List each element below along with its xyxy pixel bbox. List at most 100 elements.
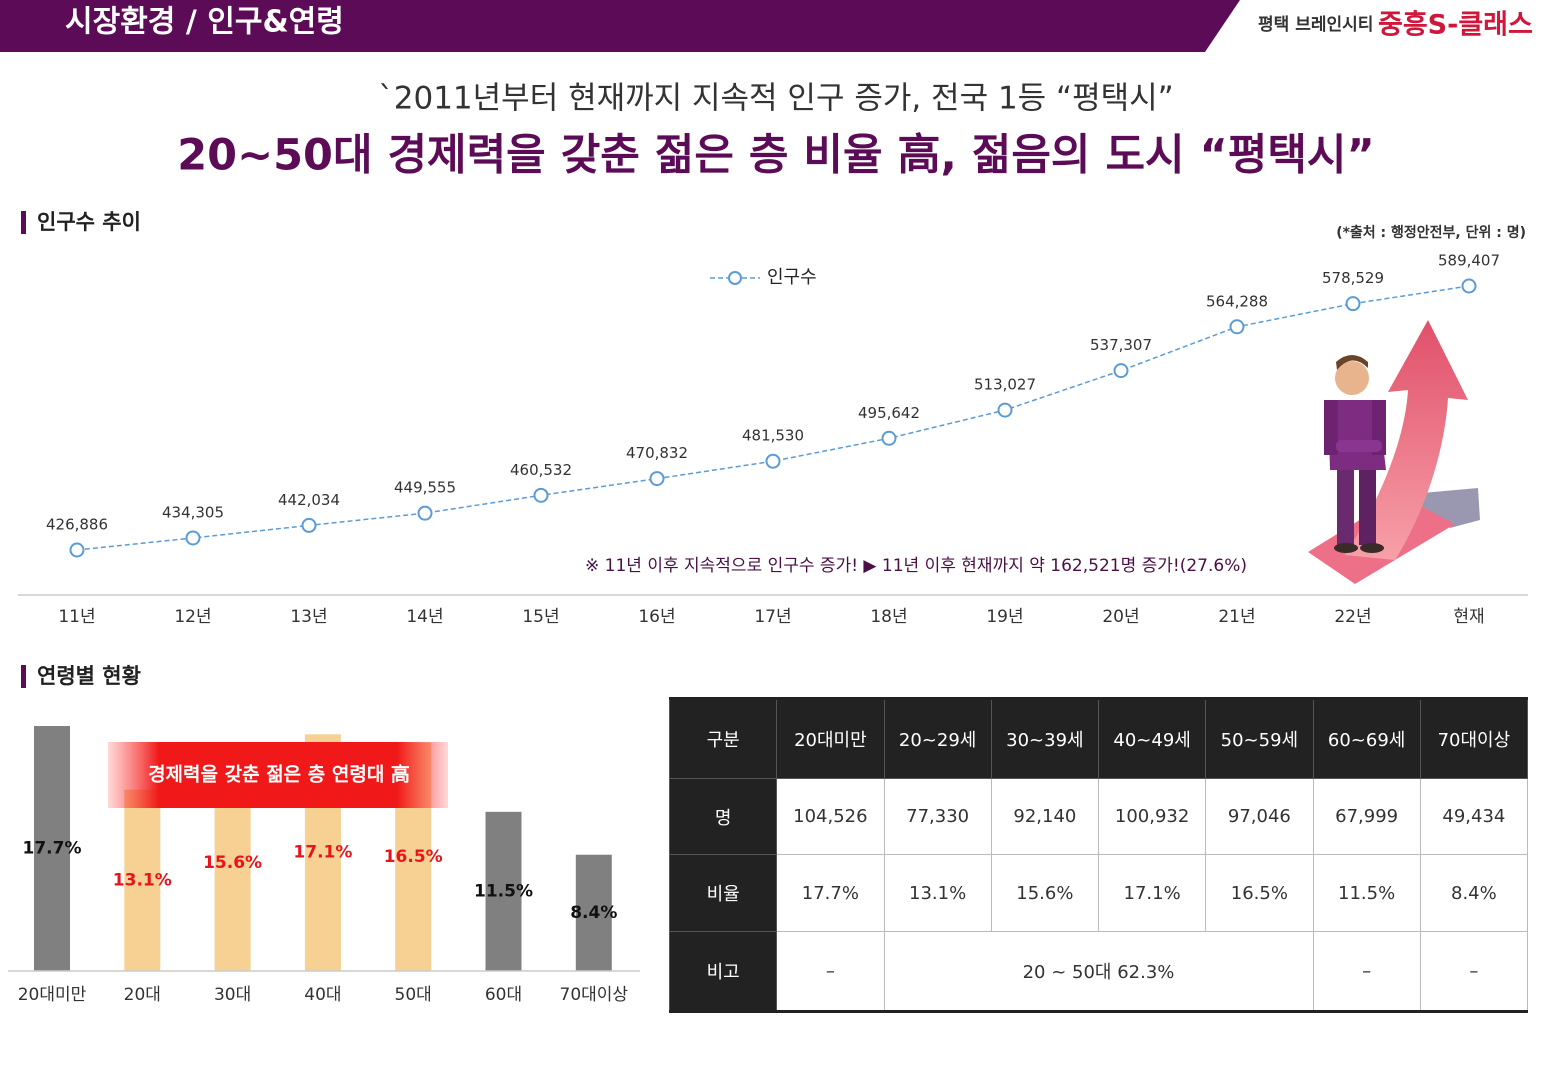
x-tick-label: 60대 <box>485 985 522 1005</box>
header-bar <box>0 0 1240 52</box>
x-tick-label: 17년 <box>754 607 791 627</box>
section-marker <box>21 211 26 234</box>
cell: 11.5% <box>1312 854 1421 933</box>
table-header: 70대이상 <box>1419 698 1529 779</box>
data-label: 8.4% <box>570 903 617 923</box>
row-header: 비율 <box>668 854 778 933</box>
data-point <box>649 471 665 487</box>
cell: 104,526 <box>776 777 885 856</box>
bar <box>485 811 522 971</box>
data-label: 16.5% <box>384 847 443 867</box>
bar <box>575 854 612 971</box>
source-note: (*출처 : 행정안전부, 단위 : 명) <box>1336 224 1526 241</box>
cell: 77,330 <box>883 777 992 856</box>
table-header: 40~49세 <box>1097 698 1207 779</box>
row-header: 비고 <box>668 931 778 1012</box>
data-point <box>69 542 85 558</box>
data-label: 13.1% <box>113 870 172 890</box>
data-point <box>301 517 317 533</box>
age-table: 구분 20대미만 20~29세 30~39세 40~49세 50~59세 60~69세 70대… <box>668 697 1529 1013</box>
data-point <box>185 530 201 546</box>
data-point <box>881 430 897 446</box>
data-point <box>1461 278 1477 294</box>
row-header: 명 <box>668 777 778 856</box>
x-tick-label: 21년 <box>1218 607 1255 627</box>
chart-title: 인구수 추이 <box>37 210 141 234</box>
data-point <box>1113 363 1129 379</box>
x-tick-label: 11년 <box>58 607 95 627</box>
x-tick-label: 현재 <box>1453 607 1484 627</box>
legend-label: 인구수 <box>767 267 817 288</box>
x-tick-label: 18년 <box>870 607 907 627</box>
x-tick-label: 20대미만 <box>18 985 87 1005</box>
cell: 92,140 <box>990 777 1100 856</box>
cell: 17.7% <box>776 854 885 933</box>
data-point <box>765 453 781 469</box>
x-tick-label: 19년 <box>986 607 1023 627</box>
cell: 100,932 <box>1097 777 1207 856</box>
cell: – <box>776 931 885 1012</box>
data-label: 442,034 <box>278 491 340 509</box>
data-label: 460,532 <box>510 461 572 479</box>
cell: 8.4% <box>1419 854 1529 933</box>
x-tick-label: 20년 <box>1102 607 1139 627</box>
section-title: 시장환경 / 인구&연령 <box>65 5 344 40</box>
table-header: 30~39세 <box>990 698 1100 779</box>
data-label: 17.1% <box>293 843 352 863</box>
cell: 15.6% <box>990 854 1100 933</box>
data-label: 426,886 <box>46 516 108 534</box>
cell: 97,046 <box>1205 777 1314 856</box>
bar <box>34 726 70 971</box>
section-marker <box>21 665 26 688</box>
x-tick-label: 16년 <box>638 607 675 627</box>
illustration <box>1308 320 1480 584</box>
table-header: 20대미만 <box>776 698 885 779</box>
cell: – <box>1312 931 1421 1012</box>
legend-marker <box>728 271 742 285</box>
x-tick-label: 12년 <box>174 607 211 627</box>
banner-text: 경제력을 갖춘 젊은 층 연령대 高 <box>148 763 410 786</box>
table-header: 60~69세 <box>1312 698 1421 779</box>
annotation: ※ 11년 이후 지속적으로 인구수 증가! ▶ 11년 이후 현재까지 약 1… <box>585 556 1247 576</box>
cell: 67,999 <box>1312 777 1421 856</box>
data-label: 15.6% <box>203 853 262 873</box>
x-tick-label: 70대이상 <box>560 985 629 1005</box>
data-label: 513,027 <box>974 376 1036 394</box>
cell: 20 ~ 50대 62.3% <box>883 931 1314 1012</box>
data-label: 17.7% <box>23 839 82 859</box>
cell: 49,434 <box>1419 777 1529 856</box>
x-tick-label: 22년 <box>1334 607 1371 627</box>
table-header: 구분 <box>668 698 778 779</box>
x-tick-label: 13년 <box>290 607 327 627</box>
data-point <box>1345 296 1361 312</box>
headline-1: `2011년부터 현재까지 지속적 인구 증가, 전국 1등 “평택시” <box>378 81 1173 117</box>
bar <box>124 789 161 971</box>
cell: 17.1% <box>1097 854 1207 933</box>
data-label: 481,530 <box>742 427 804 445</box>
data-label: 434,305 <box>162 503 224 521</box>
chart-title: 연령별 현황 <box>37 664 141 688</box>
x-tick-label: 14년 <box>406 607 443 627</box>
cell: – <box>1419 931 1529 1012</box>
x-tick-label: 15년 <box>522 607 559 627</box>
x-tick-label: 50대 <box>395 985 432 1005</box>
data-point <box>417 505 433 521</box>
brand-sub: 평택 브레인시티 <box>1258 15 1373 35</box>
series-line <box>76 285 1470 551</box>
data-label: 564,288 <box>1206 292 1268 310</box>
table-header: 50~59세 <box>1205 698 1314 779</box>
x-tick-label: 30대 <box>214 985 251 1005</box>
cell: 13.1% <box>883 854 992 933</box>
data-point <box>533 487 549 503</box>
data-label: 11.5% <box>474 881 533 901</box>
table-header: 20~29세 <box>883 698 992 779</box>
data-label: 449,555 <box>394 479 456 497</box>
x-tick-label: 20대 <box>124 985 161 1005</box>
brand: 중흥S-클래스 <box>1378 10 1533 41</box>
data-label: 470,832 <box>626 444 688 462</box>
data-label: 537,307 <box>1090 336 1152 354</box>
banner <box>108 742 448 808</box>
data-label: 495,642 <box>858 404 920 422</box>
